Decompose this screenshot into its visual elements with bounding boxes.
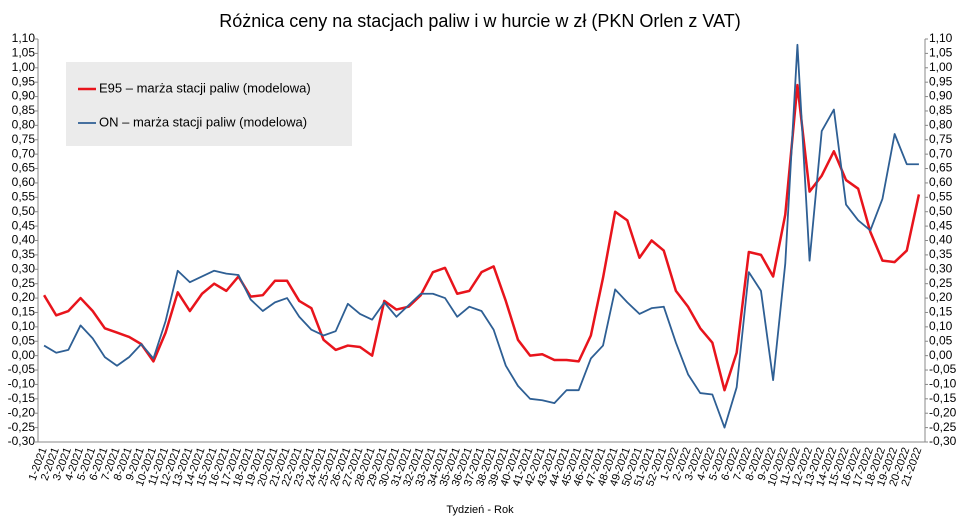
y-tick-label: 0,05 <box>12 333 36 347</box>
y-tick-label: -0,05 <box>8 362 36 376</box>
y2-tick-label: 0,75 <box>929 132 953 146</box>
y-tick-label: -0,10 <box>8 377 36 391</box>
y2-tick-label: 0,95 <box>929 74 953 88</box>
y2-tick-label: 0,25 <box>929 276 953 290</box>
y2-tick-label: -0,05 <box>929 362 957 376</box>
y-tick-label: 0,80 <box>12 118 36 132</box>
y2-tick-label: 1,10 <box>929 31 953 45</box>
y-tick-label: 0,30 <box>12 261 36 275</box>
y-tick-label: 0,00 <box>12 348 36 362</box>
y2-tick-label: 0,55 <box>929 189 953 203</box>
y2-tick-label: 0,90 <box>929 89 953 103</box>
y-tick-label: 0,45 <box>12 218 36 232</box>
y2-tick-label: 0,70 <box>929 146 953 160</box>
y-tick-label: -0,15 <box>8 391 36 405</box>
y2-tick-label: 0,15 <box>929 305 953 319</box>
y2-tick-label: 0,45 <box>929 218 953 232</box>
y-tick-label: 0,15 <box>12 305 36 319</box>
y2-tick-label: 0,05 <box>929 333 953 347</box>
y2-tick-label: -0,25 <box>929 420 957 434</box>
y-tick-label: 0,95 <box>12 74 36 88</box>
y-tick-label: 0,20 <box>12 290 36 304</box>
y2-tick-label: 1,05 <box>929 46 953 60</box>
series-line <box>43 83 921 392</box>
y2-tick-label: 0,10 <box>929 319 953 333</box>
y2-tick-label: 0,85 <box>929 103 953 117</box>
y-tick-label: 0,70 <box>12 146 36 160</box>
y-tick-label: 0,65 <box>12 161 36 175</box>
y-tick-label: 0,50 <box>12 204 36 218</box>
y-tick-label: 1,10 <box>12 31 36 45</box>
y-tick-label: 0,60 <box>12 175 36 189</box>
y2-tick-label: 0,50 <box>929 204 953 218</box>
y-tick-label: 0,90 <box>12 89 36 103</box>
y-tick-label: 1,00 <box>12 60 36 74</box>
y-tick-label: 0,35 <box>12 247 36 261</box>
y-tick-label: 0,25 <box>12 276 36 290</box>
legend-label: E95 – marża stacji paliw (modelowa) <box>99 80 311 95</box>
y2-tick-label: -0,10 <box>929 377 957 391</box>
legend-label: ON – marża stacji paliw (modelowa) <box>99 114 307 129</box>
y2-tick-label: -0,15 <box>929 391 957 405</box>
y2-tick-label: 0,60 <box>929 175 953 189</box>
y-tick-label: 1,05 <box>12 46 36 60</box>
y2-tick-label: -0,20 <box>929 405 957 419</box>
y2-tick-label: -0,30 <box>929 434 957 448</box>
y2-tick-label: 0,30 <box>929 261 953 275</box>
y-tick-label: -0,20 <box>8 405 36 419</box>
series-line <box>43 43 919 429</box>
y2-tick-label: 0,80 <box>929 118 953 132</box>
y-tick-label: 0,10 <box>12 319 36 333</box>
y2-tick-label: 0,65 <box>929 161 953 175</box>
y-tick-label: 0,75 <box>12 132 36 146</box>
y2-tick-label: 0,20 <box>929 290 953 304</box>
y2-tick-label: 0,00 <box>929 348 953 362</box>
y-tick-label: 0,40 <box>12 233 36 247</box>
x-axis-title: Tydzień - Rok <box>446 504 514 516</box>
y2-tick-label: 0,40 <box>929 233 953 247</box>
y-tick-label: 0,85 <box>12 103 36 117</box>
legend-box <box>66 62 352 146</box>
chart-title: Różnica ceny na stacjach paliw i w hurci… <box>219 11 741 31</box>
y-tick-label: 0,55 <box>12 189 36 203</box>
y2-tick-label: 1,00 <box>929 60 953 74</box>
y-tick-label: -0,25 <box>8 420 36 434</box>
y-tick-label: -0,30 <box>8 434 36 448</box>
y2-tick-label: 0,35 <box>929 247 953 261</box>
